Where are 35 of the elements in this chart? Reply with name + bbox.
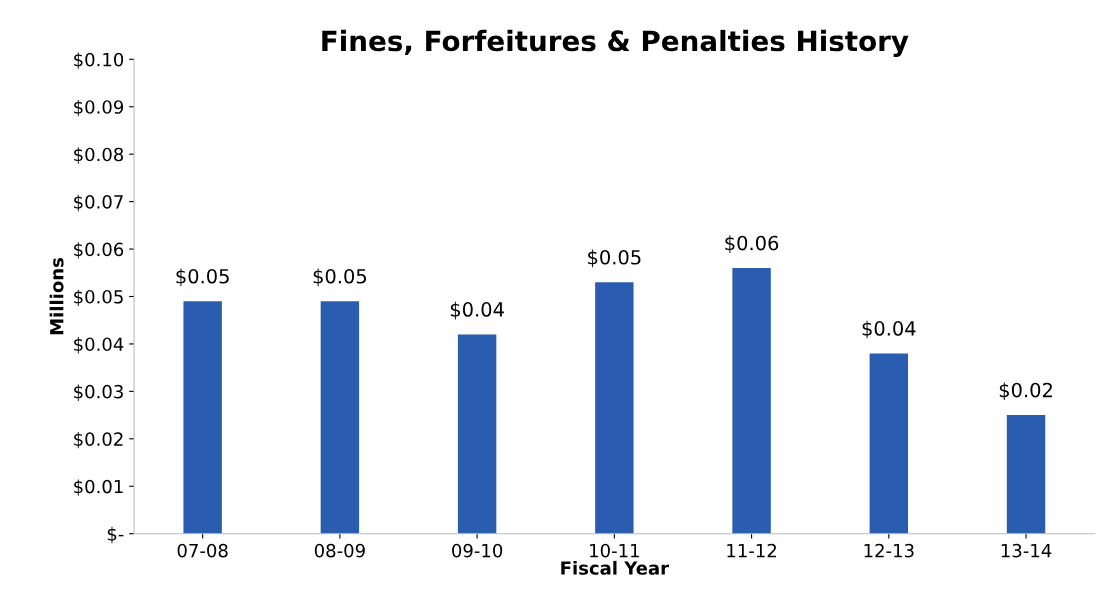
x-tick-label: 13-14 bbox=[1001, 543, 1052, 558]
chart-title: Fines, Forfeitures & Penalties History bbox=[322, 29, 909, 57]
y-tick-label: $0.01 bbox=[74, 479, 123, 496]
x-tick-label: 08-09 bbox=[314, 543, 365, 558]
text: $0.05 bbox=[588, 249, 641, 268]
y-tick-label: $0.05 bbox=[74, 289, 123, 307]
y-tick-label: $0.06 bbox=[74, 242, 124, 259]
bar bbox=[1006, 415, 1046, 534]
text: $0.06 bbox=[725, 235, 779, 253]
x-tick-label: 10-11 bbox=[590, 543, 639, 558]
y-tick-label: $0.10 bbox=[74, 52, 124, 69]
text: $0.04 bbox=[450, 301, 504, 320]
y-tick-label: $0.02 bbox=[74, 431, 123, 449]
x-tick-label: 07-08 bbox=[177, 543, 228, 558]
text: $0.05 bbox=[313, 268, 367, 287]
y-tick-label: $0.08 bbox=[74, 147, 124, 164]
y-tick-label: $- bbox=[107, 526, 124, 544]
text: $0.04 bbox=[862, 320, 916, 339]
y-tick-label: $0.03 bbox=[74, 384, 123, 401]
x-tick-label: 11-12 bbox=[727, 543, 777, 558]
bar bbox=[457, 334, 497, 534]
bar bbox=[595, 282, 634, 534]
y-tick-label: $0.04 bbox=[74, 337, 124, 354]
bar bbox=[869, 353, 909, 534]
x-tick-label: 09-10 bbox=[452, 543, 503, 558]
y-axis-title: Millions bbox=[49, 257, 64, 335]
text: $0.02 bbox=[999, 382, 1052, 401]
bar bbox=[183, 301, 222, 534]
bar bbox=[320, 301, 360, 534]
text: $0.05 bbox=[176, 268, 229, 287]
bar bbox=[732, 268, 771, 534]
y-tick-label: $0.07 bbox=[74, 194, 123, 212]
y-tick-label: $0.09 bbox=[74, 99, 124, 117]
x-tick-label: 12-13 bbox=[864, 543, 914, 558]
x-axis-title: Fiscal Year bbox=[561, 560, 669, 575]
